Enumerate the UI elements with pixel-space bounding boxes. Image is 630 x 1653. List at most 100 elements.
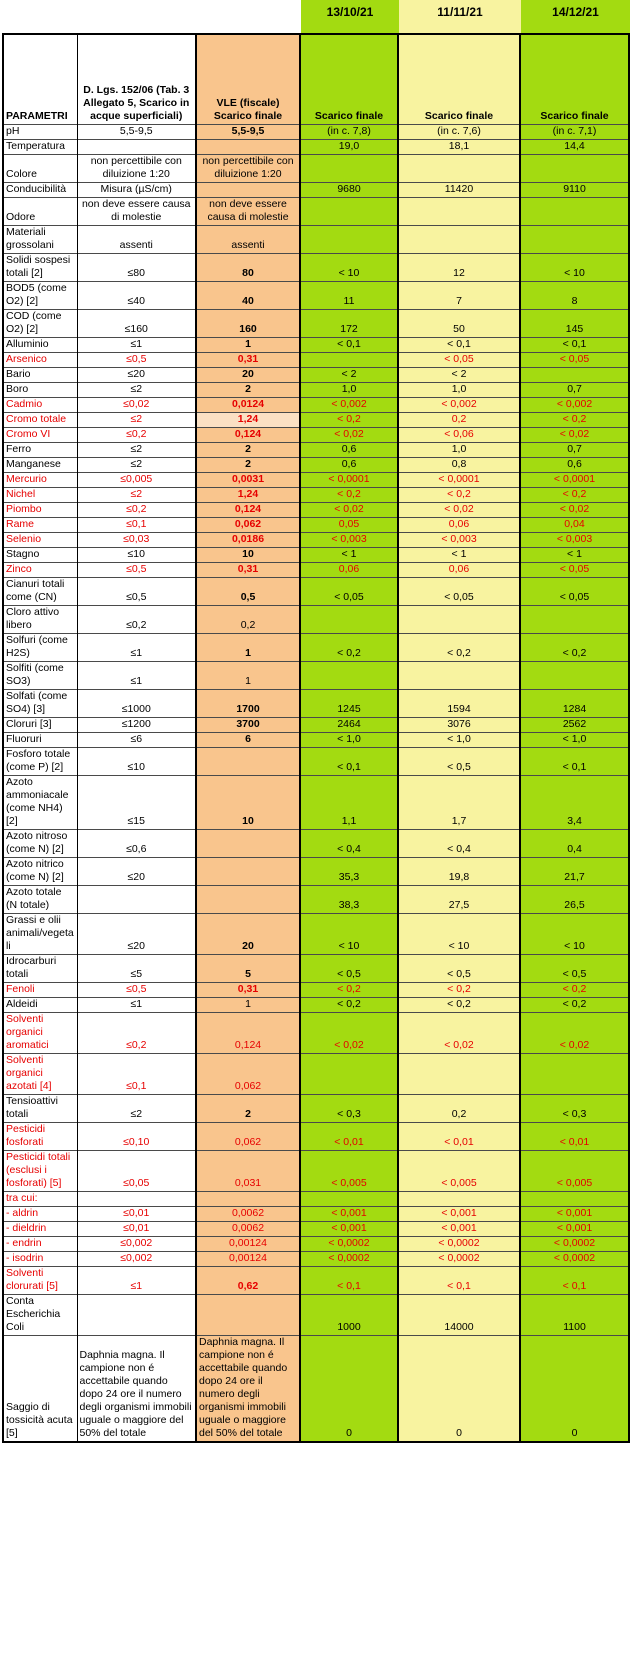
vle-cell: 1,24 — [195, 487, 300, 503]
value-cell: < 0,005 — [397, 1150, 520, 1192]
value-cell: < 2 — [299, 367, 398, 383]
value-cell: < 0,2 — [519, 997, 629, 1013]
value-cell: < 10 — [397, 913, 520, 955]
value-cell: 0,2 — [397, 412, 520, 428]
limit-cell — [76, 885, 196, 914]
vle-cell: 1 — [195, 633, 300, 662]
value-cell: 0,7 — [519, 382, 629, 398]
value-cell — [397, 605, 520, 634]
limit-cell — [76, 139, 196, 155]
value-cell: < 0,2 — [299, 633, 398, 662]
param-cell: Cloruri [3] — [3, 717, 77, 733]
vle-cell: 80 — [195, 253, 300, 282]
vle-cell — [195, 1191, 300, 1207]
value-cell — [397, 661, 520, 690]
table-row: Bario ≤20 20 < 2 < 2 — [3, 367, 629, 383]
value-cell: < 0,0002 — [519, 1251, 629, 1267]
value-cell: < 0,0001 — [299, 472, 398, 488]
value-cell: < 2 — [397, 367, 520, 383]
vle-cell — [195, 182, 300, 198]
table-row: - aldrin ≤0,01 0,0062 < 0,001 < 0,001 < 0,001 — [3, 1206, 629, 1222]
value-cell — [299, 154, 398, 183]
value-cell: 1594 — [397, 689, 520, 718]
limit-cell: ≤80 — [76, 253, 196, 282]
param-cell: Fosforo totale (come P) [2] — [3, 747, 77, 776]
value-cell: 0,6 — [299, 442, 398, 458]
value-cell: < 1 — [519, 547, 629, 563]
vle-cell: 6 — [195, 732, 300, 748]
table-row: COD (come O2) [2] ≤160 160 172 50 145 — [3, 309, 629, 338]
value-cell — [519, 1191, 629, 1207]
value-cell — [299, 197, 398, 226]
vle-cell: 0,5 — [195, 577, 300, 606]
value-cell: < 0,001 — [299, 1221, 398, 1237]
vle-cell: assenti — [195, 225, 300, 254]
param-cell: tra cui: — [3, 1191, 77, 1207]
value-cell: < 0,5 — [519, 954, 629, 983]
vle-cell: 0,031 — [195, 1150, 300, 1192]
param-cell: Solventi organici aromatici — [3, 1012, 77, 1054]
table-row: Temperatura 19,0 18,1 14,4 — [3, 139, 629, 155]
table-row: - dieldrin ≤0,01 0,0062 < 0,001 < 0,001 < 0,0… — [3, 1221, 629, 1237]
value-cell: 145 — [519, 309, 629, 338]
value-cell: < 0,01 — [299, 1122, 398, 1151]
limit-cell: ≤160 — [76, 309, 196, 338]
value-cell: < 0,005 — [299, 1150, 398, 1192]
value-cell: < 0,001 — [299, 1206, 398, 1222]
param-cell: Azoto ammoniacale (come NH4) [2] — [3, 775, 77, 830]
param-cell: Solventi clorurati [5] — [3, 1266, 77, 1295]
param-cell: Solfiti (come SO3) — [3, 661, 77, 690]
vle-cell: 5 — [195, 954, 300, 983]
col-header-scarico-2: Scarico finale — [397, 34, 520, 125]
param-cell: Azoto nitroso (come N) [2] — [3, 829, 77, 858]
value-cell: < 10 — [519, 253, 629, 282]
value-cell: < 0,02 — [299, 427, 398, 443]
value-cell: 9110 — [519, 182, 629, 198]
param-cell: Mercurio — [3, 472, 77, 488]
param-cell: Conducibilità — [3, 182, 77, 198]
value-cell — [299, 225, 398, 254]
col-header-scarico-3: Scarico finale — [519, 34, 629, 125]
vle-cell: 10 — [195, 547, 300, 563]
limit-cell: ≤1 — [76, 1266, 196, 1295]
value-cell: 1,0 — [397, 382, 520, 398]
col-header-parametri: PARAMETRI — [6, 110, 68, 122]
value-cell: < 0,0002 — [397, 1251, 520, 1267]
table-row: tra cui: — [3, 1191, 629, 1207]
table-row: Piombo ≤0,2 0,124 < 0,02 < 0,02 < 0,02 — [3, 502, 629, 518]
table-row: Azoto totale (N totale) 38,3 27,5 26,5 — [3, 885, 629, 914]
value-cell: 1,1 — [299, 775, 398, 830]
value-cell: < 0,3 — [299, 1094, 398, 1123]
limit-cell: ≤2 — [76, 457, 196, 473]
table-row: Odore non deve essere causa di molestie no… — [3, 197, 629, 226]
value-cell — [397, 1053, 520, 1095]
value-cell: 0,04 — [519, 517, 629, 533]
value-cell: 1100 — [519, 1294, 629, 1336]
table-row: Conducibilità Misura (µS/cm) 9680 11420 9110 — [3, 182, 629, 198]
value-cell: 21,7 — [519, 857, 629, 886]
vle-cell: 0,2 — [195, 605, 300, 634]
param-cell: Piombo — [3, 502, 77, 518]
value-cell: 172 — [299, 309, 398, 338]
table-row: Ferro ≤2 2 0,6 1,0 0,7 — [3, 442, 629, 458]
limit-cell: ≤15 — [76, 775, 196, 830]
value-cell: 1284 — [519, 689, 629, 718]
value-cell: < 0,02 — [519, 427, 629, 443]
value-cell: 3076 — [397, 717, 520, 733]
limit-cell: ≤1200 — [76, 717, 196, 733]
value-cell: < 0,2 — [299, 997, 398, 1013]
value-cell: 0,06 — [397, 562, 520, 578]
limit-cell: ≤0,01 — [76, 1221, 196, 1237]
value-cell: 0 — [519, 1335, 629, 1442]
table-row: Solventi organici azotati [4] ≤0,1 0,062 — [3, 1053, 629, 1095]
value-cell: 14000 — [397, 1294, 520, 1336]
limit-cell: non percettibile con diluizione 1:20 — [76, 154, 196, 183]
value-cell: < 0,05 — [519, 352, 629, 368]
vle-cell — [195, 1294, 300, 1336]
value-cell — [397, 1191, 520, 1207]
param-cell: BOD5 (come O2) [2] — [3, 281, 77, 310]
limit-cell: ≤2 — [76, 442, 196, 458]
dates-strip: 13/10/21 11/11/21 14/12/21 — [0, 0, 630, 33]
table-row: Azoto nitroso (come N) [2] ≤0,6 < 0,4 < 0,4… — [3, 829, 629, 858]
vle-cell: 0,062 — [195, 1122, 300, 1151]
